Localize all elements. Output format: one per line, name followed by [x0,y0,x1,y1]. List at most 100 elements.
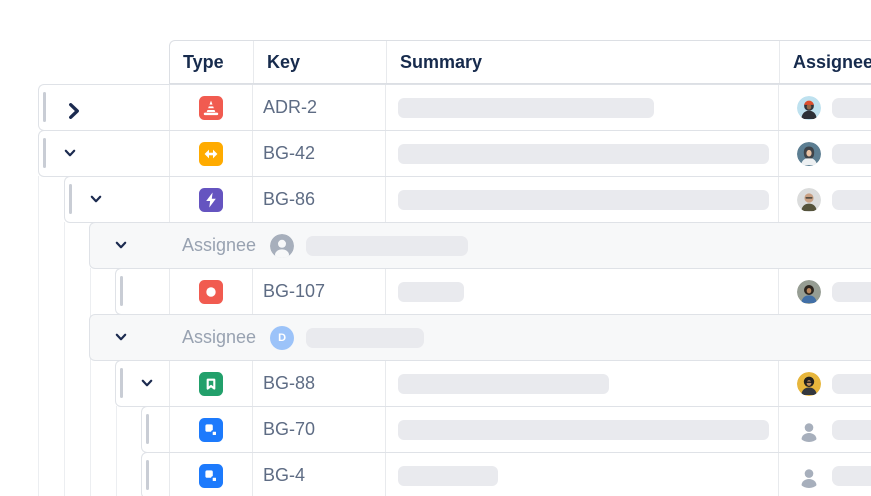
expand-toggle[interactable] [113,329,129,345]
epic-type-icon [199,188,223,212]
group-header: Assignee [182,223,469,268]
row-card [89,222,871,269]
issue-key[interactable]: BG-107 [263,281,326,301]
issue-key[interactable]: BG-70 [263,419,316,439]
key-cell: BG-70 [252,407,385,452]
key-cell: BG-4 [252,453,385,496]
unassigned-avatar-icon [270,234,294,258]
group-value-placeholder [306,235,469,256]
summary-cell [385,269,778,314]
group-header: Assignee D [182,315,425,360]
drag-handle[interactable] [146,414,149,444]
assignee-cell [778,177,871,222]
expand-toggle[interactable] [62,145,78,161]
tree-guide-line [90,268,91,496]
column-header-summary[interactable]: Summary [386,41,779,83]
drag-handle[interactable] [120,276,123,306]
issue-key[interactable]: BG-88 [263,373,316,393]
assignee-placeholder [832,373,871,394]
column-header-label: Summary [400,51,483,72]
table-row-bg-86[interactable]: BG-86 [0,176,871,223]
assignee-cell [778,361,871,406]
group-row-assignee-unassigned[interactable]: Assignee [0,222,871,269]
group-value-placeholder [306,327,425,348]
expand-toggle[interactable] [88,191,104,207]
bug-type-icon [199,280,223,304]
expand-toggle[interactable] [113,237,129,253]
table-row-bg-88[interactable]: BG-88 [0,360,871,407]
table-header: Type Key Summary Assignee [169,40,871,84]
chevron-right-icon [62,99,86,123]
summary-placeholder [398,373,609,394]
drag-handle[interactable] [69,184,72,214]
key-cell: BG-42 [252,131,385,176]
expand-toggle[interactable] [139,375,155,391]
column-header-type[interactable]: Type [170,41,253,83]
assignee-placeholder [832,143,871,164]
summary-cell [385,131,778,176]
table-row-bg-42[interactable]: BG-42 [0,130,871,177]
summary-placeholder [398,465,498,486]
assignee-placeholder [832,97,871,118]
type-cell [169,453,252,496]
unassigned-avatar-icon [797,464,821,488]
column-header-assignee[interactable]: Assignee [779,41,871,83]
assignee-cell [778,453,871,496]
group-label: Assignee [182,235,257,255]
initial-avatar: D [270,325,295,350]
column-header-key[interactable]: Key [253,41,386,83]
issue-key[interactable]: BG-4 [263,465,306,485]
table-row-bg-70[interactable]: BG-70 [0,406,871,453]
chevron-down-icon [139,375,155,391]
type-cell [169,131,252,176]
row-card [115,268,871,315]
summary-cell [385,85,778,130]
drag-handle[interactable] [43,138,46,168]
issue-key[interactable]: BG-86 [263,189,316,209]
summary-placeholder [398,281,464,302]
type-cell [169,361,252,406]
tree-guide-line [64,222,65,496]
subtask-type-icon [199,464,223,488]
summary-placeholder [398,419,769,440]
column-header-label: Type [183,51,224,72]
tree-guide-line [38,176,39,496]
type-cell [169,177,252,222]
avatar [797,372,821,396]
improvement-type-icon [199,142,223,166]
avatar [797,96,821,120]
assignee-placeholder [832,189,871,210]
story-type-icon [199,372,223,396]
drag-handle[interactable] [146,460,149,490]
type-cell [169,85,252,130]
key-cell: BG-86 [252,177,385,222]
expand-toggle[interactable] [62,99,78,115]
table-row-bg-107[interactable]: BG-107 [0,268,871,315]
assignee-cell [778,131,871,176]
drag-handle[interactable] [120,368,123,398]
summary-cell [385,453,778,496]
summary-cell [385,407,778,452]
column-header-label: Assignee [793,51,871,72]
table-row-adr-2[interactable]: ADR-2 [0,84,871,131]
group-row-assignee-d[interactable]: Assignee D [0,314,871,361]
drag-handle[interactable] [43,92,46,122]
issue-key[interactable]: ADR-2 [263,97,318,117]
table-row-bg-4[interactable]: BG-4 [0,452,871,496]
key-cell: BG-107 [252,269,385,314]
assignee-placeholder [832,465,871,486]
assignee-placeholder [832,281,871,302]
type-cell [169,407,252,452]
issue-key[interactable]: BG-42 [263,143,316,163]
avatar [797,188,821,212]
summary-cell [385,361,778,406]
chevron-down-icon [113,329,129,345]
avatar [797,142,821,166]
group-label: Assignee [182,327,257,347]
incident-type-icon [199,96,223,120]
subtask-type-icon [199,418,223,442]
key-cell: ADR-2 [252,85,385,130]
chevron-down-icon [62,145,78,161]
assignee-placeholder [832,419,871,440]
chevron-down-icon [88,191,104,207]
